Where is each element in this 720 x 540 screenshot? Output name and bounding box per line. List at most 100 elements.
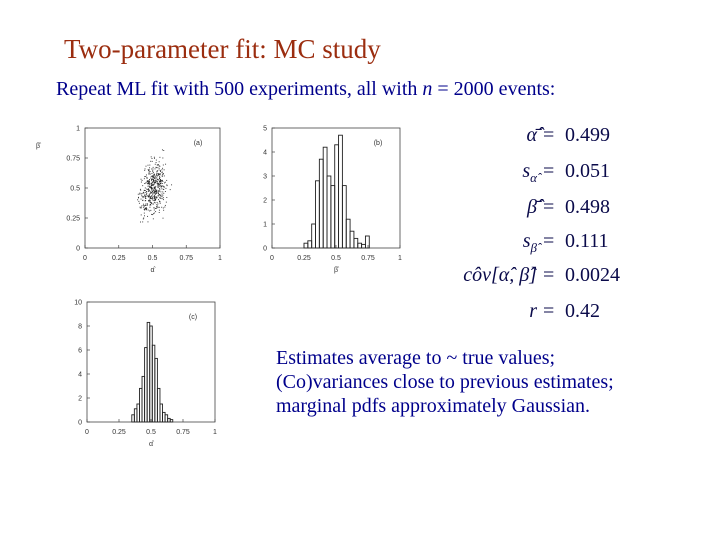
scatter-point	[160, 195, 162, 197]
scatter-point	[146, 203, 148, 205]
scatter-point	[159, 189, 161, 191]
scatter-point	[149, 186, 151, 188]
scatter-point	[159, 179, 161, 181]
scatter-point	[159, 183, 161, 185]
scatter-point	[138, 202, 140, 204]
scatter-point	[153, 188, 155, 190]
scatter-point	[146, 177, 148, 179]
scatter-point	[144, 194, 145, 196]
panel-label: (b)	[374, 140, 383, 147]
scatter-point	[145, 209, 147, 211]
scatter-point	[157, 195, 159, 197]
scatter-point	[146, 195, 148, 197]
scatter-point	[155, 175, 157, 177]
result-value: 0.111	[565, 230, 609, 252]
scatter-point	[144, 169, 146, 171]
result-beta-sd: sβ̂ = 0.111	[425, 230, 625, 264]
scatter-point	[148, 185, 150, 187]
scatter-point	[152, 195, 154, 197]
scatter-point	[159, 180, 161, 182]
scatter-point	[141, 205, 143, 207]
scatter-point	[171, 184, 173, 186]
scatter-point	[145, 176, 147, 177]
scatter-point	[157, 164, 159, 165]
scatter-point	[162, 157, 164, 159]
scatter-point	[143, 208, 145, 210]
scatter-point	[147, 195, 149, 197]
scatter-point	[144, 168, 146, 170]
scatter-point	[160, 197, 162, 199]
scatter-point	[158, 178, 160, 180]
scatter-point	[144, 209, 146, 211]
scatter-point	[162, 194, 164, 196]
x-tick-label: 0	[85, 429, 89, 436]
scatter-point	[146, 208, 148, 210]
scatter-point	[151, 168, 153, 170]
scatter-point	[147, 185, 149, 187]
scatter-point	[160, 181, 162, 183]
scatter-point	[155, 198, 157, 200]
equals-sign: =	[543, 124, 555, 146]
scatter-point	[161, 188, 163, 190]
scatter-point	[154, 188, 156, 190]
scatter-point	[154, 168, 156, 170]
scatter-point	[142, 185, 144, 187]
scatter-point	[148, 173, 150, 175]
x-tick-label: 0.75	[179, 255, 193, 262]
scatter-point	[147, 181, 149, 183]
scatter-point	[142, 197, 144, 199]
scatter-point	[150, 204, 152, 206]
scatter-point	[140, 214, 142, 216]
scatter-point	[164, 206, 166, 208]
result-correlation: r = 0.42	[425, 300, 625, 334]
scatter-point	[153, 186, 155, 188]
scatter-point	[144, 183, 146, 185]
scatter-point	[163, 150, 165, 151]
scatter-point	[141, 195, 143, 197]
scatter-point	[151, 183, 153, 185]
result-beta-mean: β̂̄ = 0.498	[425, 196, 625, 230]
scatter-point	[146, 191, 148, 193]
x-tick-label: 1	[218, 255, 222, 262]
histogram-bar	[361, 243, 366, 249]
scatter-point	[155, 193, 157, 195]
histogram-bar	[169, 419, 174, 423]
scatter-point	[157, 191, 159, 193]
y-tick-label: 4	[263, 150, 267, 157]
scatter-point	[158, 190, 160, 192]
scatter-point	[143, 191, 144, 193]
scatter-point	[146, 180, 148, 182]
result-symbol-base: s	[522, 160, 531, 182]
scatter-point	[147, 204, 148, 206]
scatter-point	[143, 212, 145, 214]
scatter-point	[154, 191, 156, 193]
scatter-point	[154, 176, 156, 178]
scatter-point	[149, 204, 151, 206]
scatter-point	[151, 185, 152, 187]
scatter-point	[156, 207, 158, 209]
scatter-point	[148, 180, 150, 181]
scatter-point	[156, 183, 158, 185]
scatter-point	[139, 188, 141, 190]
scatter-point	[160, 169, 162, 171]
scatter-point	[163, 186, 165, 188]
histogram-bar	[318, 158, 324, 249]
scatter-point	[151, 197, 153, 199]
scatter-point	[151, 181, 153, 183]
scatter-point	[153, 190, 155, 192]
scatter-point	[152, 203, 154, 205]
scatter-point	[150, 179, 152, 181]
scatter-point	[152, 182, 154, 184]
scatter-point	[159, 174, 161, 176]
scatter-point	[155, 179, 156, 181]
scatter-point	[166, 179, 168, 181]
scatter-point	[154, 157, 155, 159]
scatter-point	[156, 164, 158, 166]
scatter-point	[157, 182, 159, 184]
scatter-point	[161, 169, 163, 171]
scatter-point	[147, 189, 149, 191]
scatter-point	[148, 189, 150, 191]
scatter-point	[159, 177, 161, 179]
panel-label: (a)	[194, 140, 203, 147]
scatter-point	[162, 164, 164, 166]
